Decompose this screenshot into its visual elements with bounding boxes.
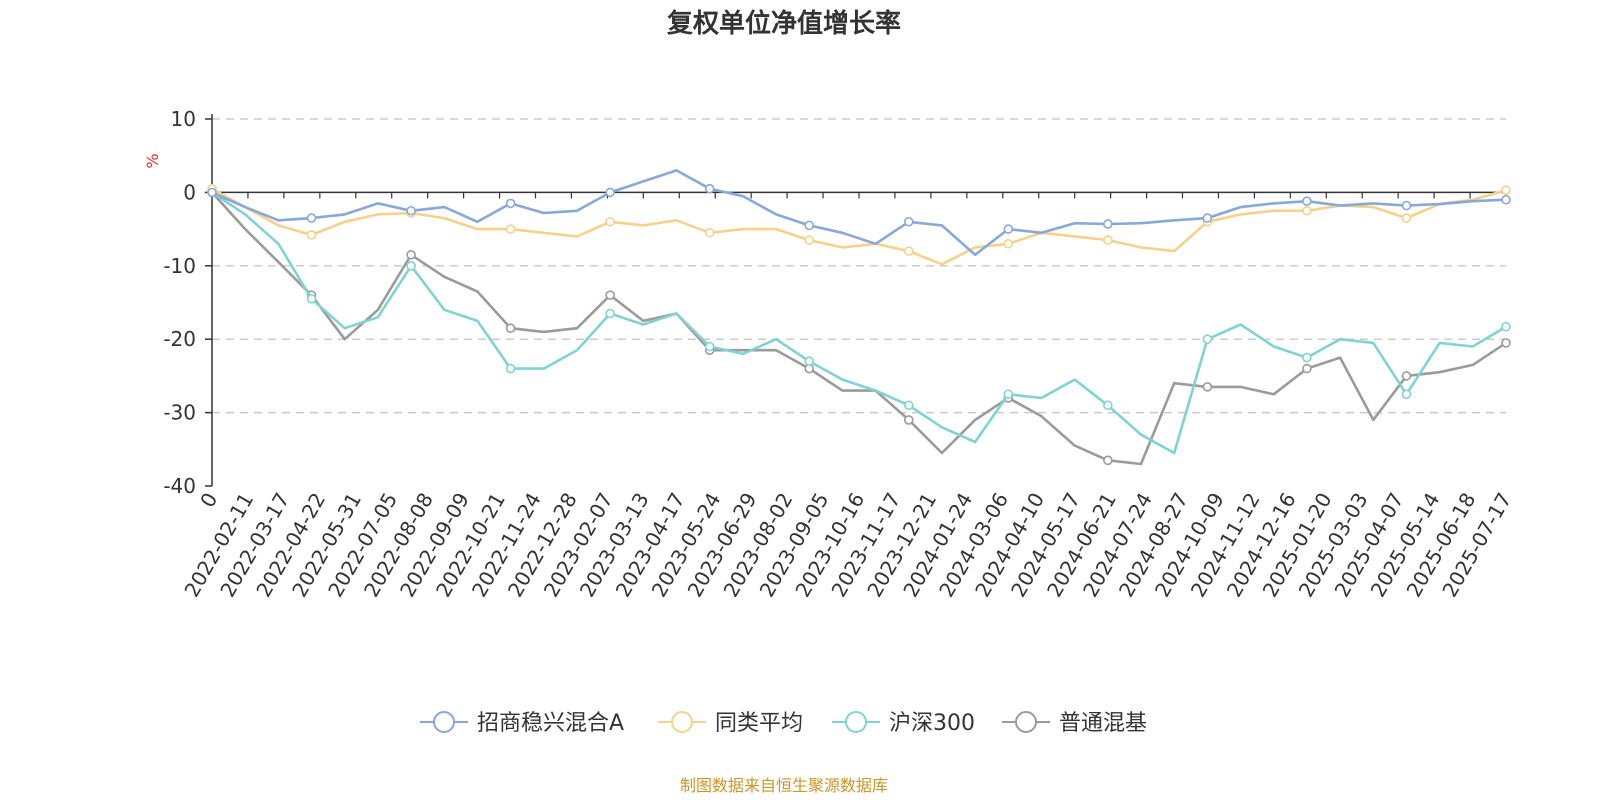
data-point	[1501, 185, 1511, 195]
data-point	[1401, 200, 1412, 211]
data-source-note: 制图数据来自恒生聚源数据库	[680, 776, 888, 795]
series-3	[207, 187, 1511, 466]
x-tick-label: 0	[195, 489, 222, 512]
series-2	[207, 187, 1511, 455]
data-point	[406, 249, 416, 260]
legend-item[interactable]: 同类平均	[658, 711, 803, 736]
legend-label: 沪深300	[889, 711, 975, 736]
data-point	[1202, 213, 1213, 223]
y-tick-label: -30	[163, 401, 196, 425]
series-line	[211, 191, 1507, 466]
legend-item[interactable]: 招商稳兴混合A	[420, 711, 624, 736]
data-point	[704, 341, 715, 352]
legend-swatch-circle	[433, 711, 455, 733]
y-axis-unit-label: %	[143, 153, 162, 168]
data-point	[704, 227, 715, 238]
data-point	[406, 260, 416, 271]
data-point	[306, 294, 317, 304]
chart-title: 复权单位净值增长率	[667, 8, 901, 39]
y-tick-label: 10	[171, 107, 196, 131]
data-point	[1103, 455, 1113, 466]
data-point	[1401, 213, 1412, 223]
data-point	[704, 183, 715, 194]
series-line	[211, 191, 1507, 455]
legend-item[interactable]: 沪深300	[832, 711, 975, 736]
y-tick-label: -40	[163, 474, 196, 498]
data-point	[505, 363, 516, 374]
data-point	[1501, 321, 1511, 332]
legend-label: 同类平均	[715, 711, 803, 736]
data-point	[505, 198, 516, 209]
data-point	[207, 187, 217, 198]
data-point	[1302, 363, 1312, 374]
series-line	[211, 187, 1507, 266]
data-point	[903, 400, 914, 411]
data-point	[903, 415, 914, 425]
data-point	[1401, 389, 1412, 400]
data-point	[1401, 371, 1412, 381]
data-point	[605, 216, 615, 227]
legend-label: 普通混基	[1059, 711, 1147, 736]
data-point	[1003, 224, 1014, 234]
data-point	[406, 205, 416, 216]
data-point	[605, 187, 615, 198]
data-point	[1302, 196, 1312, 207]
legend: 招商稳兴混合A 同类平均 沪深300 普通混基	[420, 711, 1147, 736]
data-point	[605, 290, 615, 300]
data-point	[1103, 400, 1113, 411]
data-point	[1003, 238, 1014, 249]
data-point	[804, 356, 815, 367]
data-point	[1103, 235, 1113, 245]
data-point	[505, 224, 516, 234]
data-point	[605, 308, 615, 319]
data-point	[1302, 352, 1312, 363]
data-point	[306, 213, 317, 223]
data-point	[306, 230, 317, 240]
data-point	[1202, 382, 1213, 392]
series-line	[211, 169, 1507, 257]
series-0	[207, 169, 1511, 257]
data-point	[1103, 219, 1113, 229]
y-tick-label: 0	[183, 180, 196, 204]
series-1	[207, 183, 1511, 266]
grid-layer	[212, 118, 1506, 414]
legend-swatch-circle	[845, 711, 867, 733]
data-point	[903, 216, 914, 227]
y-tick-label: -10	[163, 254, 196, 278]
data-point	[1003, 389, 1014, 400]
legend-item[interactable]: 普通混基	[1002, 711, 1147, 736]
data-point	[1302, 205, 1312, 216]
series-layer	[207, 169, 1511, 466]
data-point	[505, 323, 516, 333]
data-point	[1202, 334, 1213, 345]
legend-swatch-circle	[1015, 711, 1037, 733]
data-point	[1501, 194, 1511, 205]
y-tick-label: -20	[163, 327, 196, 351]
data-point	[1501, 338, 1511, 348]
legend-swatch-circle	[671, 711, 693, 733]
legend-label: 招商稳兴混合A	[477, 711, 624, 736]
data-point	[804, 220, 815, 231]
axis-layer: 100-10-20-30-4002022-02-112022-03-172022…	[163, 107, 1516, 601]
data-point	[804, 235, 815, 245]
data-point	[903, 246, 914, 256]
